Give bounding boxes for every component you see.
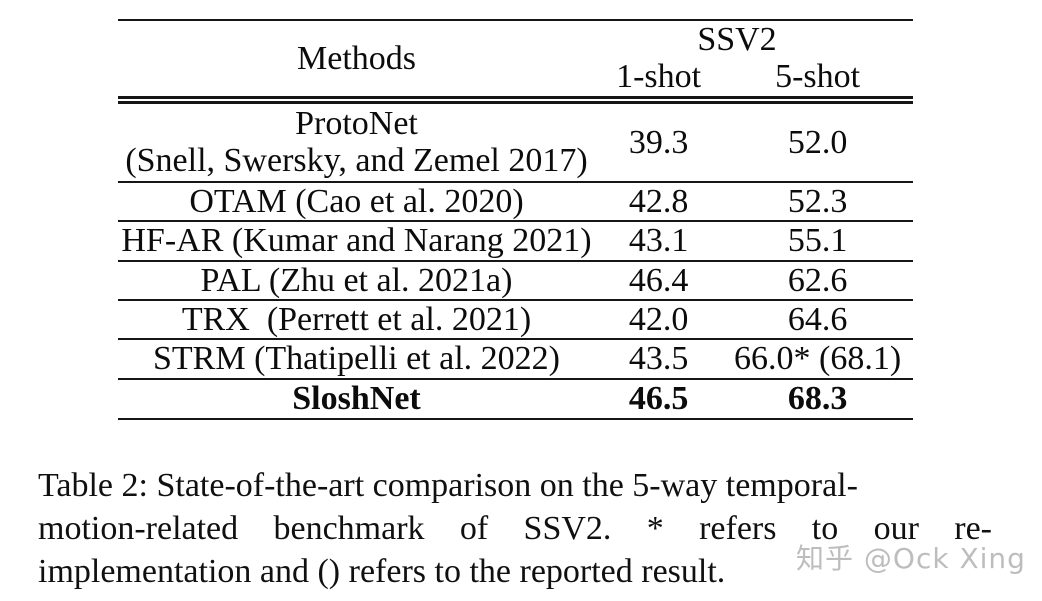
caption-line-1: Table 2: State-of-the-art comparison on …	[38, 467, 858, 504]
table-row-protonet: ProtoNet (Snell, Swersky, and Zemel 2017…	[118, 100, 913, 182]
value-5-shot: 52.0	[787, 123, 848, 161]
method-name: PAL (Zhu et al. 2021a)	[200, 261, 513, 299]
method-name: STRM (Thatipelli et al. 2022)	[153, 340, 560, 378]
table-row-otam: OTAM (Cao et al. 2020) 42.8 52.3	[118, 182, 913, 222]
value-5-shot: 55.1	[787, 222, 848, 260]
header-dataset-ssv2: SSV2	[697, 21, 777, 58]
value-1-shot: 46.5	[628, 380, 689, 418]
method-cell: HF-AR (Kumar and Narang 2021)	[118, 221, 595, 260]
value-5-shot: 68.3	[787, 380, 848, 418]
caption-line-3: implementation and () refers to the repo…	[38, 553, 726, 590]
method-cell: OTAM (Cao et al. 2020)	[118, 182, 595, 221]
value-1-shot: 43.5	[628, 340, 689, 378]
zhihu-watermark: 知乎 @Ock Xing	[796, 542, 1026, 575]
value-1-shot: 46.4	[628, 261, 689, 299]
results-table: Methods SSV2 1-shot 5-shot ProtoNet (Sne…	[118, 19, 913, 420]
value-1-shot: 39.3	[628, 123, 689, 161]
method-name: ProtoNet	[295, 104, 418, 142]
method-name: OTAM (Cao et al. 2020)	[189, 182, 524, 220]
method-citation: (Snell, Swersky, and Zemel 2017)	[125, 142, 588, 180]
value-5-shot: 64.6	[787, 300, 848, 338]
method-cell: PAL (Zhu et al. 2021a)	[118, 261, 595, 300]
header-1-shot: 1-shot	[616, 58, 702, 96]
table-row-strm: STRM (Thatipelli et al. 2022) 43.5 66.0*…	[118, 339, 913, 379]
method-cell: ProtoNet (Snell, Swersky, and Zemel 2017…	[118, 100, 595, 182]
method-cell: TRX (Perrett et al. 2021)	[118, 300, 595, 339]
table-row-pal: PAL (Zhu et al. 2021a) 46.4 62.6	[118, 261, 913, 300]
table-row-trx: TRX (Perrett et al. 2021) 42.0 64.6	[118, 300, 913, 340]
value-1-shot: 43.1	[628, 222, 689, 260]
table-row-sloshnet: SloshNet 46.5 68.3	[118, 379, 913, 419]
table-caption: Table 2: State-of-the-art comparison on …	[38, 464, 992, 593]
header-methods: Methods	[297, 39, 416, 77]
method-name: HF-AR (Kumar and Narang 2021)	[121, 222, 592, 260]
value-5-shot: 66.0* (68.1)	[734, 340, 902, 378]
value-5-shot: 62.6	[787, 261, 848, 299]
method-cell: SloshNet	[118, 379, 595, 419]
value-1-shot: 42.0	[628, 300, 689, 338]
value-5-shot: 52.3	[787, 182, 848, 220]
method-name: TRX (Perrett et al. 2021)	[181, 300, 532, 338]
value-1-shot: 42.8	[628, 182, 689, 220]
table-header: Methods SSV2 1-shot 5-shot	[118, 20, 913, 100]
method-name: SloshNet	[292, 380, 421, 418]
table-row-hfar: HF-AR (Kumar and Narang 2021) 43.1 55.1	[118, 221, 913, 261]
header-5-shot: 5-shot	[775, 58, 861, 96]
caption-line-2: motion-related benchmark of SSV2. * refe…	[38, 510, 992, 547]
method-cell: STRM (Thatipelli et al. 2022)	[118, 339, 595, 378]
